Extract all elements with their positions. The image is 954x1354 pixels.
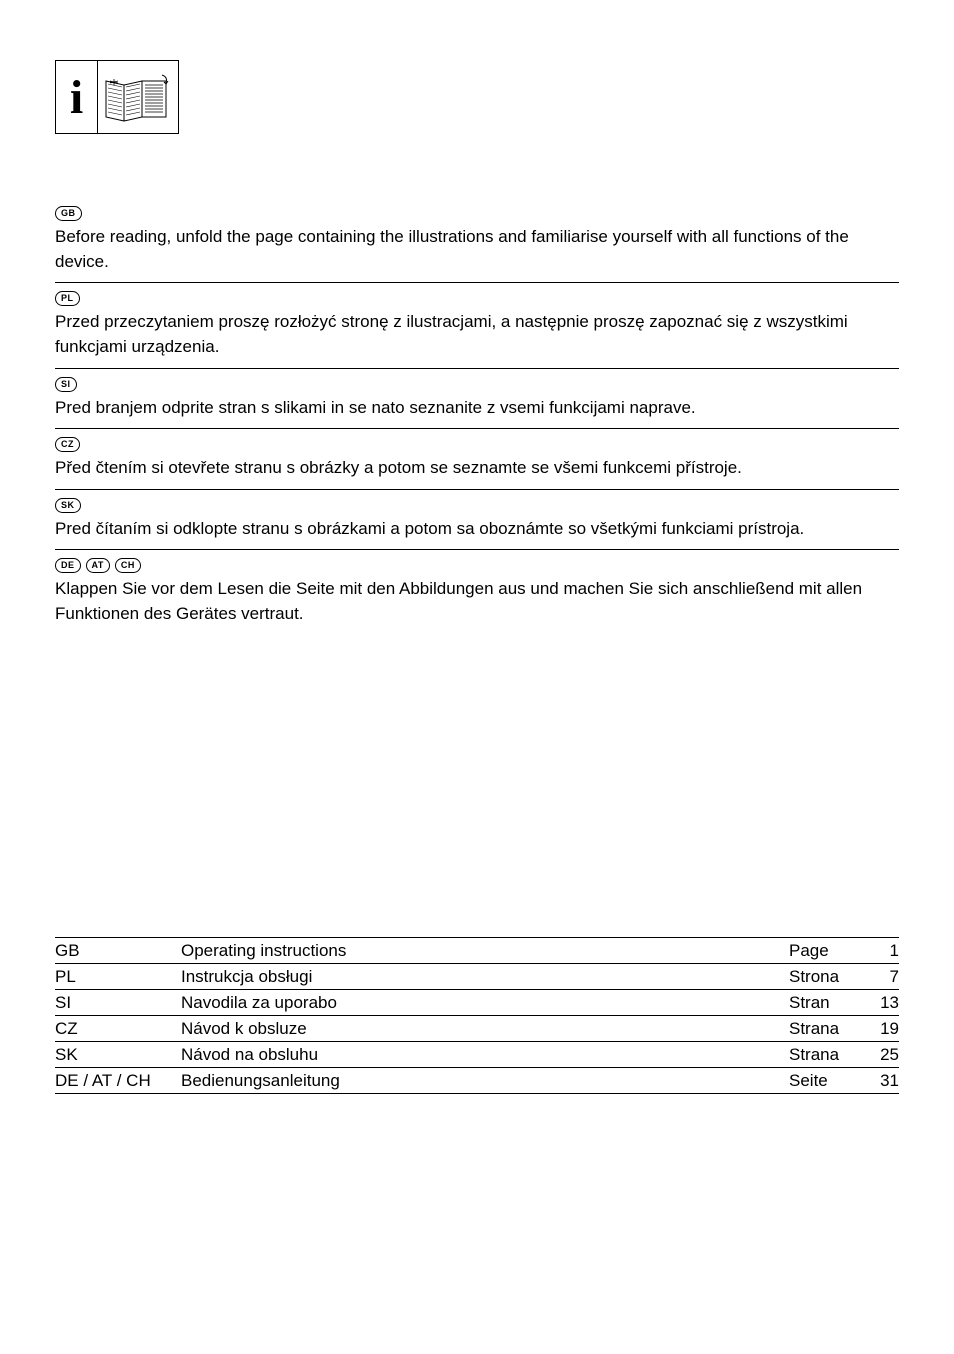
block-text: Pred branjem odprite stran s slikami in … bbox=[55, 396, 899, 421]
country-badge: PL bbox=[55, 291, 80, 306]
toc-page-label: Seite bbox=[789, 1071, 869, 1091]
toc-page-label: Strana bbox=[789, 1045, 869, 1065]
country-badges-row: GB bbox=[55, 206, 899, 225]
block-text: Před čtením si otevřete stranu s obrázky… bbox=[55, 456, 899, 481]
toc-page-label: Page bbox=[789, 941, 869, 961]
toc-row: GBOperating instructionsPage1 bbox=[55, 937, 899, 964]
country-badge: CZ bbox=[55, 437, 80, 452]
toc-row: SKNávod na obsluhuStrana25 bbox=[55, 1042, 899, 1068]
language-block: SI Pred branjem odprite stran s slikami i… bbox=[55, 377, 899, 421]
country-badges-row: PL bbox=[55, 291, 899, 310]
divider bbox=[55, 368, 899, 369]
toc-title: Návod na obsluhu bbox=[181, 1045, 789, 1065]
toc-row: SINavodila za uporaboStran13 bbox=[55, 990, 899, 1016]
country-badge: GB bbox=[55, 206, 82, 221]
toc-row: DE / AT / CHBedienungsanleitungSeite31 bbox=[55, 1068, 899, 1094]
language-block: GB Before reading, unfold the page contai… bbox=[55, 206, 899, 274]
toc-title: Navodila za uporabo bbox=[181, 993, 789, 1013]
block-text: Przed przeczytaniem proszę rozłożyć stro… bbox=[55, 310, 899, 359]
language-blocks: GB Before reading, unfold the page contai… bbox=[55, 206, 899, 627]
language-block: CZ Před čtením si otevřete stranu s obráz… bbox=[55, 437, 899, 481]
toc-page-label: Stran bbox=[789, 993, 869, 1013]
toc-page-label: Strana bbox=[789, 1019, 869, 1039]
divider bbox=[55, 489, 899, 490]
toc-title: Instrukcja obsługi bbox=[181, 967, 789, 987]
country-badge: AT bbox=[86, 558, 110, 573]
info-letter-i-icon: i bbox=[56, 61, 98, 133]
language-block: PL Przed przeczytaniem proszę rozłożyć st… bbox=[55, 291, 899, 359]
divider bbox=[55, 282, 899, 283]
country-badges-row: CZ bbox=[55, 437, 899, 456]
toc-code: PL bbox=[55, 967, 181, 987]
toc-title: Návod k obsluze bbox=[181, 1019, 789, 1039]
toc-code: GB bbox=[55, 941, 181, 961]
booklet-icon bbox=[98, 61, 178, 133]
block-text: Pred čítaním si odklopte stranu s obrázk… bbox=[55, 517, 899, 542]
country-badges-row: DE AT CH bbox=[55, 558, 899, 577]
toc-code: SK bbox=[55, 1045, 181, 1065]
toc-page-number: 25 bbox=[869, 1045, 899, 1065]
divider bbox=[55, 549, 899, 550]
block-text: Before reading, unfold the page containi… bbox=[55, 225, 899, 274]
toc-page-number: 1 bbox=[869, 941, 899, 961]
toc-title: Operating instructions bbox=[181, 941, 789, 961]
toc-code: CZ bbox=[55, 1019, 181, 1039]
table-of-contents: GBOperating instructionsPage1PLInstrukcj… bbox=[55, 937, 899, 1094]
toc-row: CZNávod k obsluzeStrana19 bbox=[55, 1016, 899, 1042]
toc-title: Bedienungsanleitung bbox=[181, 1071, 789, 1091]
country-badge: SI bbox=[55, 377, 77, 392]
country-badge: DE bbox=[55, 558, 81, 573]
toc-row: PLInstrukcja obsługiStrona7 bbox=[55, 964, 899, 990]
toc-code: SI bbox=[55, 993, 181, 1013]
country-badge: CH bbox=[115, 558, 141, 573]
language-block: DE AT CH Klappen Sie vor dem Lesen die Seit… bbox=[55, 558, 899, 626]
toc-page-number: 7 bbox=[869, 967, 899, 987]
block-text: Klappen Sie vor dem Lesen die Seite mit … bbox=[55, 577, 899, 626]
toc-page-number: 19 bbox=[869, 1019, 899, 1039]
toc-code: DE / AT / CH bbox=[55, 1071, 181, 1091]
country-badges-row: SK bbox=[55, 498, 899, 517]
toc-page-number: 13 bbox=[869, 993, 899, 1013]
divider bbox=[55, 428, 899, 429]
toc-page-number: 31 bbox=[869, 1071, 899, 1091]
language-block: SK Pred čítaním si odklopte stranu s obrá… bbox=[55, 498, 899, 542]
country-badges-row: SI bbox=[55, 377, 899, 396]
toc-page-label: Strona bbox=[789, 967, 869, 987]
info-booklet-icon: i bbox=[55, 60, 179, 134]
country-badge: SK bbox=[55, 498, 81, 513]
